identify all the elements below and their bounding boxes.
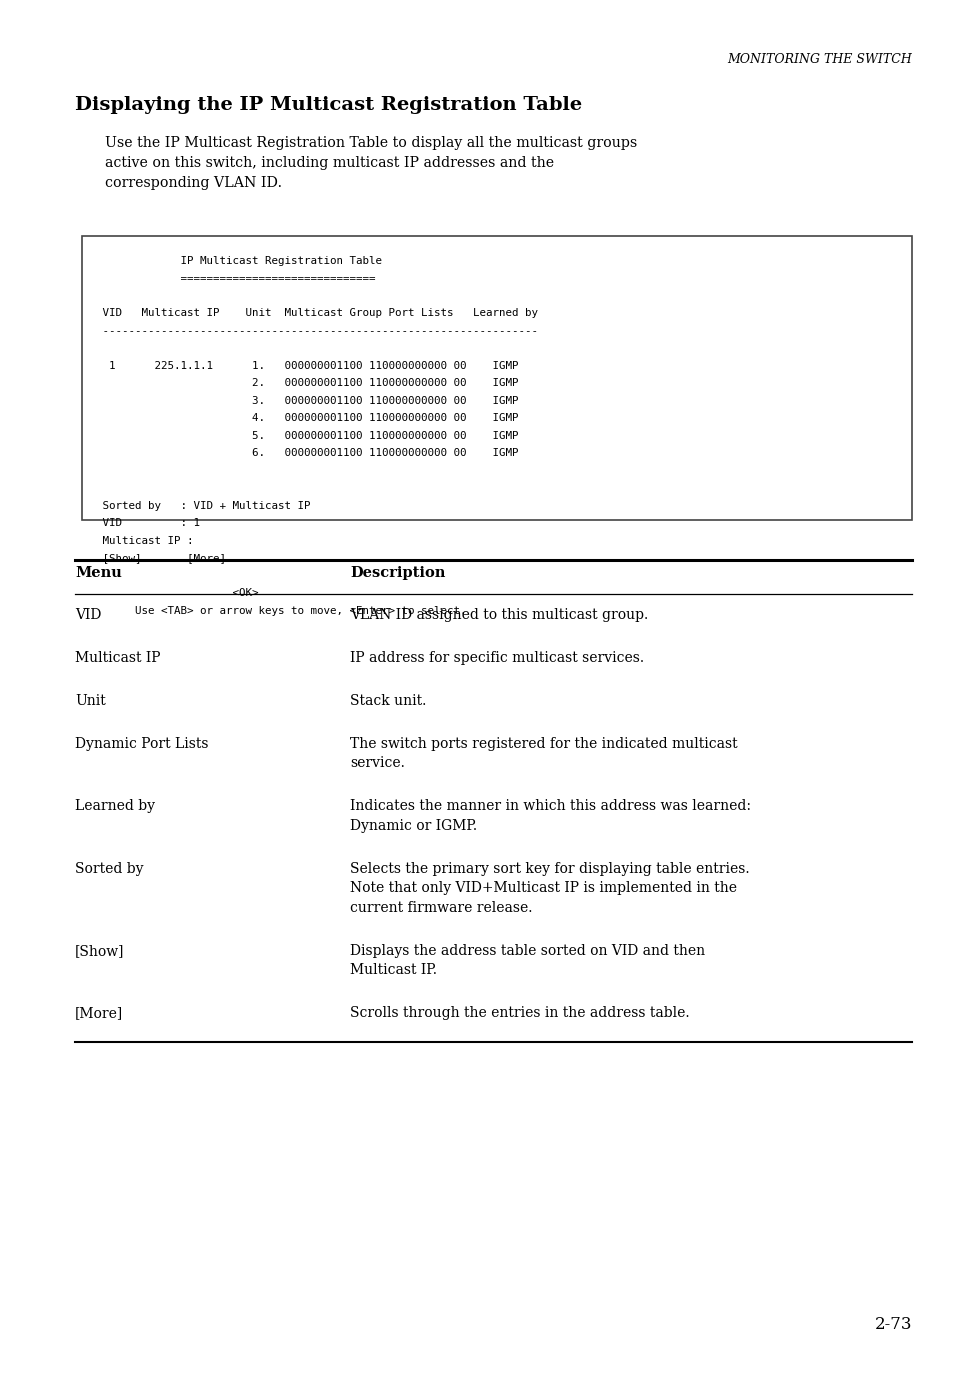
Text: IP Multicast Registration Table: IP Multicast Registration Table	[96, 255, 381, 266]
Text: Indicates the manner in which this address was learned:
Dynamic or IGMP.: Indicates the manner in which this addre…	[350, 799, 750, 833]
Text: 5.   000000001100 110000000000 00    IGMP: 5. 000000001100 110000000000 00 IGMP	[96, 432, 518, 441]
Text: VID         : 1: VID : 1	[96, 519, 200, 529]
Text: 4.   000000001100 110000000000 00    IGMP: 4. 000000001100 110000000000 00 IGMP	[96, 414, 518, 423]
Text: Multicast IP :: Multicast IP :	[96, 536, 193, 545]
Text: Use <TAB> or arrow keys to move, <Enter> to select.: Use <TAB> or arrow keys to move, <Enter>…	[96, 607, 466, 616]
Text: Selects the primary sort key for displaying table entries.
Note that only VID+Mu: Selects the primary sort key for display…	[350, 862, 749, 915]
Text: Stack unit.: Stack unit.	[350, 694, 426, 708]
Text: 2.   000000001100 110000000000 00    IGMP: 2. 000000001100 110000000000 00 IGMP	[96, 379, 518, 389]
Text: Unit: Unit	[75, 694, 106, 708]
Text: Description: Description	[350, 566, 445, 580]
Text: Multicast IP: Multicast IP	[75, 651, 160, 665]
Text: IP address for specific multicast services.: IP address for specific multicast servic…	[350, 651, 643, 665]
Text: 2-73: 2-73	[874, 1316, 911, 1332]
Text: 1      225.1.1.1      1.   000000001100 110000000000 00    IGMP: 1 225.1.1.1 1. 000000001100 110000000000…	[96, 361, 518, 371]
Text: VLAN ID assigned to this multicast group.: VLAN ID assigned to this multicast group…	[350, 608, 648, 622]
Text: Use the IP Multicast Registration Table to display all the multicast groups
acti: Use the IP Multicast Registration Table …	[105, 136, 637, 190]
Text: 3.   000000001100 110000000000 00    IGMP: 3. 000000001100 110000000000 00 IGMP	[96, 396, 518, 407]
Text: Displays the address table sorted on VID and then
Multicast IP.: Displays the address table sorted on VID…	[350, 944, 704, 977]
Text: Dynamic Port Lists: Dynamic Port Lists	[75, 737, 209, 751]
Text: -------------------------------------------------------------------: ----------------------------------------…	[96, 326, 537, 336]
Text: Menu: Menu	[75, 566, 122, 580]
Text: VID   Multicast IP    Unit  Multicast Group Port Lists   Learned by: VID Multicast IP Unit Multicast Group Po…	[96, 308, 537, 318]
Text: ==============================: ==============================	[96, 273, 375, 283]
Text: Sorted by   : VID + Multicast IP: Sorted by : VID + Multicast IP	[96, 501, 310, 511]
Text: Displaying the IP Multicast Registration Table: Displaying the IP Multicast Registration…	[75, 96, 581, 114]
Bar	[82, 236, 911, 520]
Text: [More]: [More]	[75, 1006, 123, 1020]
Text: Scrolls through the entries in the address table.: Scrolls through the entries in the addre…	[350, 1006, 689, 1020]
Text: The switch ports registered for the indicated multicast
service.: The switch ports registered for the indi…	[350, 737, 737, 770]
Text: Learned by: Learned by	[75, 799, 154, 813]
Text: MONITORING THE SWITCH: MONITORING THE SWITCH	[726, 53, 911, 67]
Text: Sorted by: Sorted by	[75, 862, 143, 876]
Text: <OK>: <OK>	[96, 589, 258, 598]
Text: [Show]       [More]: [Show] [More]	[96, 554, 226, 564]
Text: VID: VID	[75, 608, 101, 622]
Text: 6.   000000001100 110000000000 00    IGMP: 6. 000000001100 110000000000 00 IGMP	[96, 448, 518, 458]
Text: [Show]: [Show]	[75, 944, 125, 958]
